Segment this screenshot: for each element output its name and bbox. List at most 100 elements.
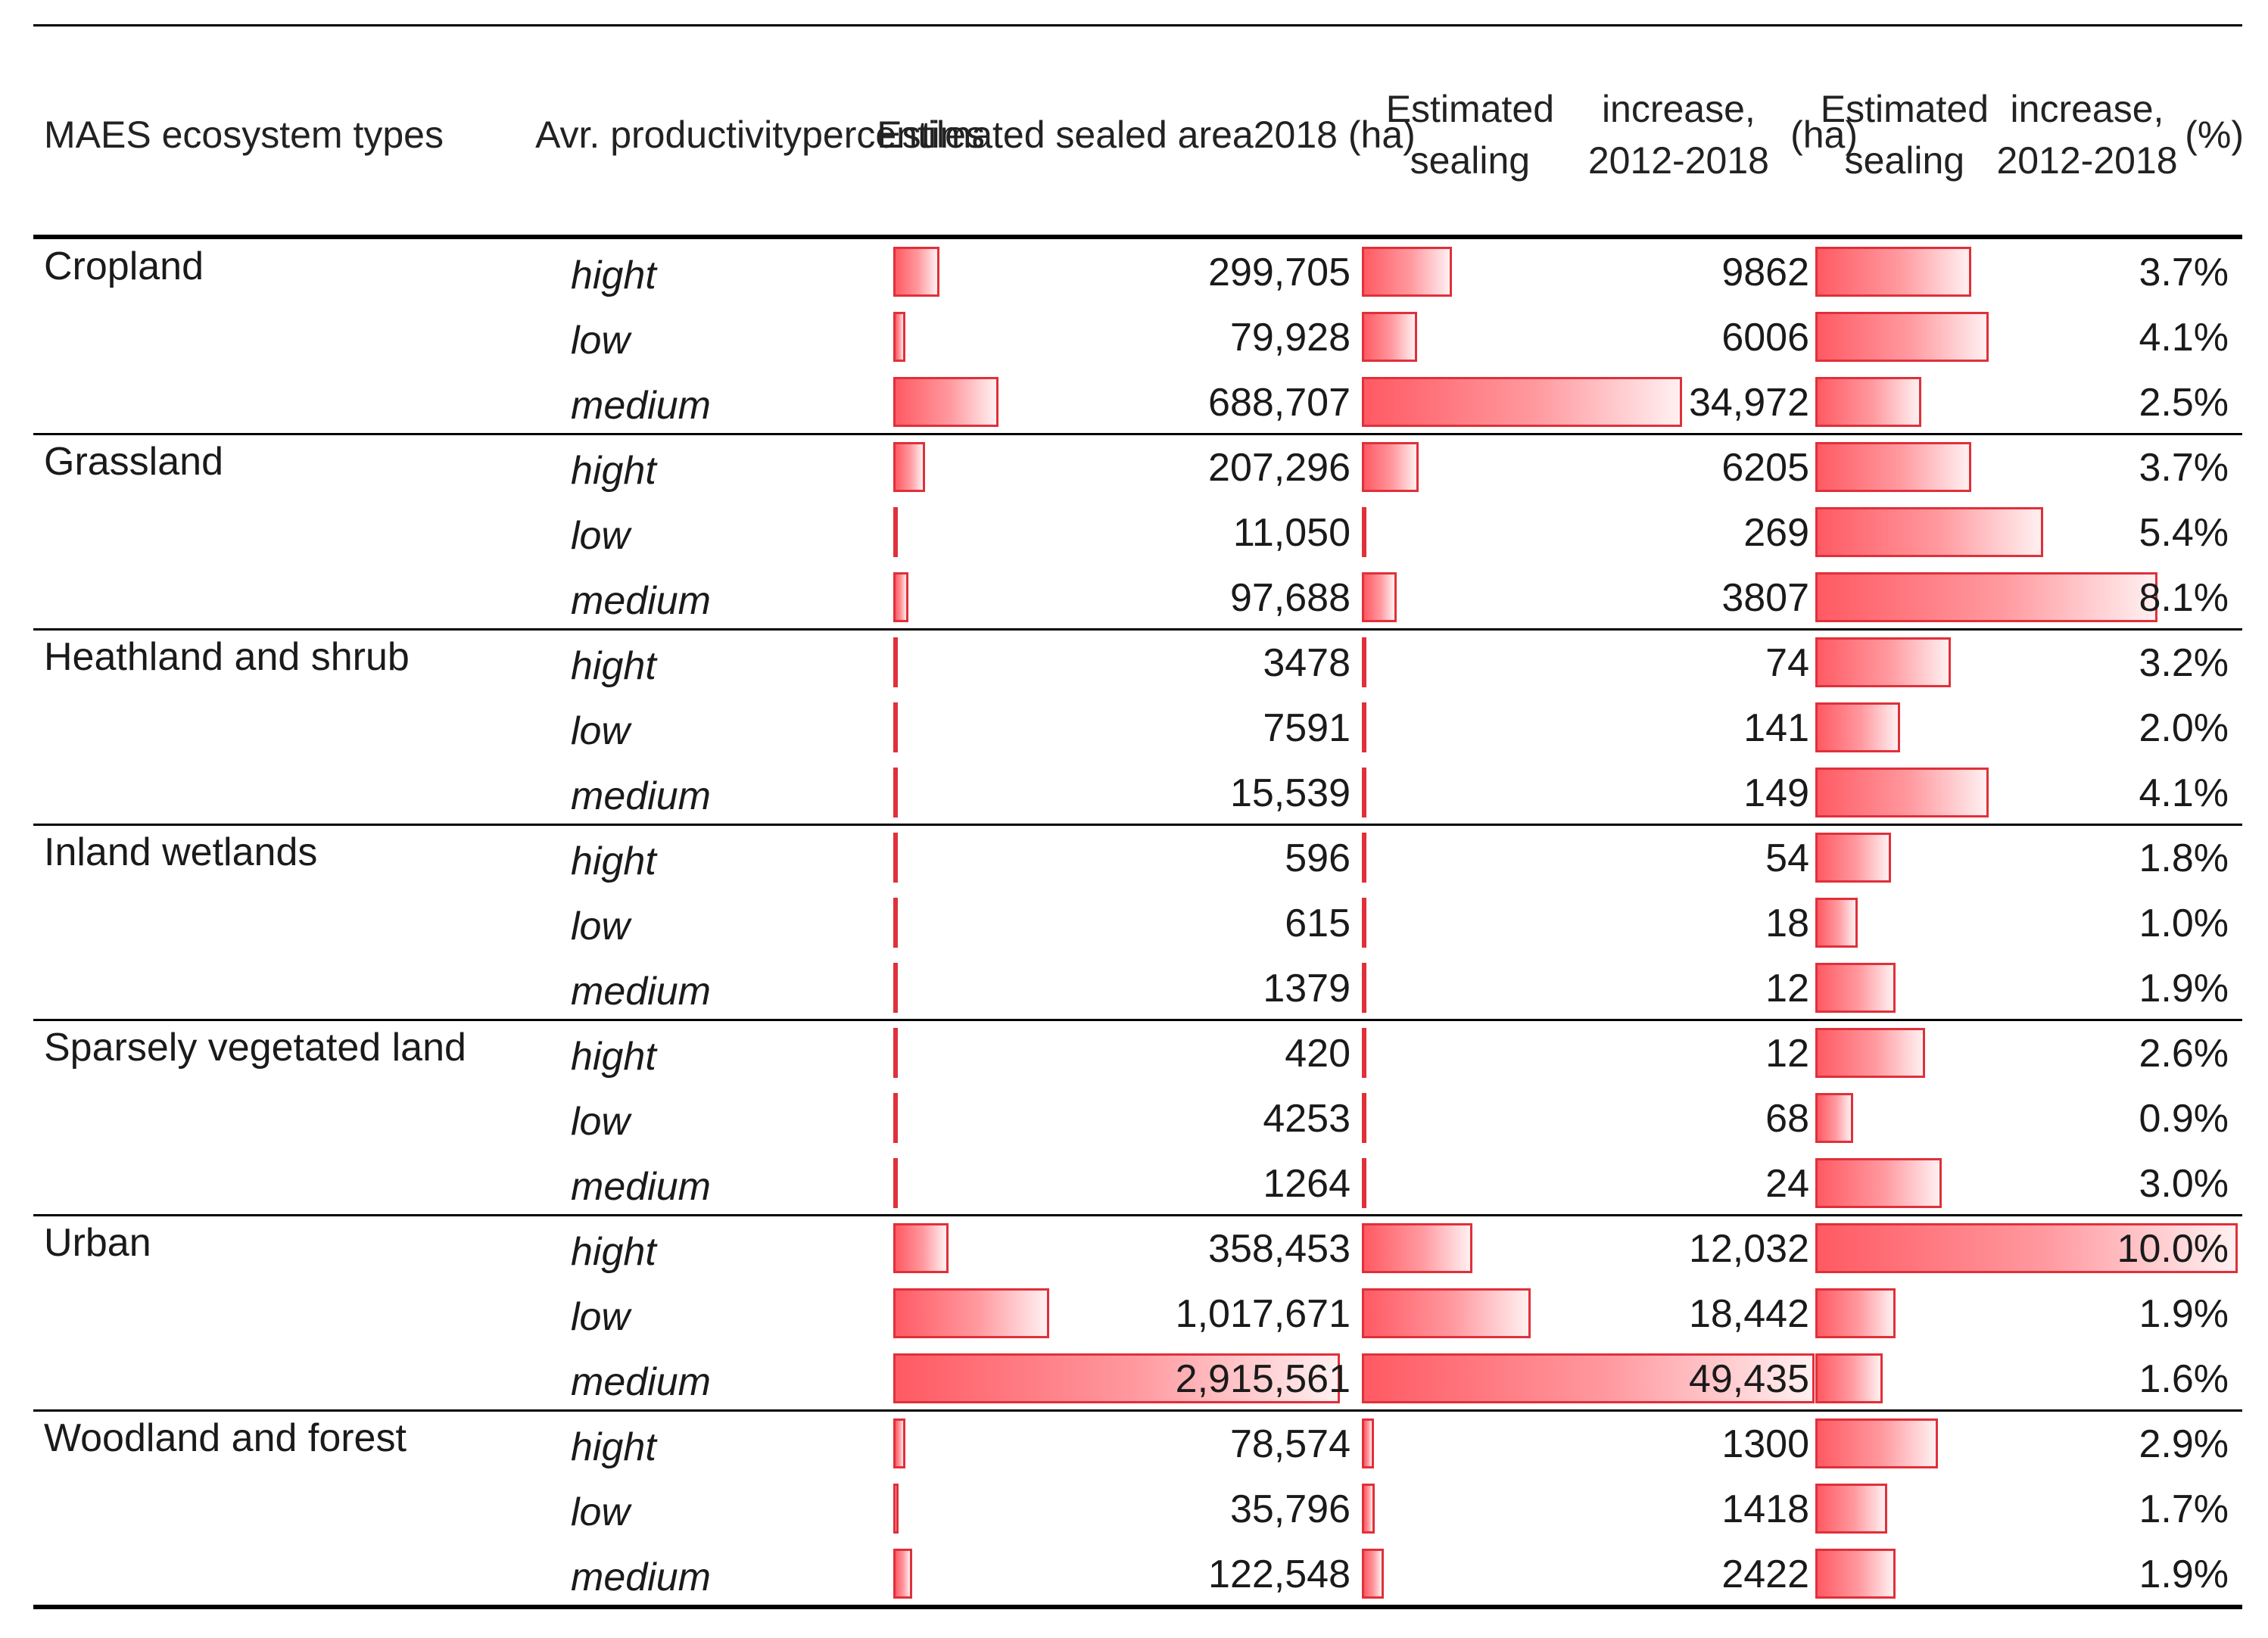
sealing-increase-ha-bar	[1362, 1028, 1366, 1078]
sealing-increase-pct-bar	[1815, 1223, 2238, 1273]
productivity-percentile: low	[571, 1295, 631, 1339]
column-header-2: Avr. productivity percentiles	[518, 29, 1002, 241]
productivity-percentile: medium	[571, 774, 711, 818]
sealing-increase-pct-bar	[1815, 1418, 1938, 1468]
column-header-line: increase, 2012-2018	[1996, 88, 2178, 182]
sealing-increase-pct-bar	[1815, 833, 1892, 883]
sealing-increase-pct-bar	[1815, 247, 1972, 297]
sealed-area-value: 1264	[1263, 1162, 1351, 1206]
group-separator	[33, 433, 2242, 435]
sealed-area-value: 688,707	[1208, 381, 1351, 425]
ecosystem-name: Heathland and shrub	[44, 635, 410, 679]
sealed-area-value: 122,548	[1208, 1552, 1351, 1596]
productivity-percentile: hight	[571, 1035, 656, 1079]
sealing-increase-ha-bar	[1362, 637, 1366, 687]
sealed-area-bar	[893, 637, 898, 687]
group-separator	[33, 1214, 2242, 1216]
sealing-increase-ha-bar	[1362, 1353, 1815, 1403]
sealed-area-value: 7591	[1263, 706, 1351, 750]
sealing-increase-ha-value: 34,972	[1688, 381, 1809, 425]
sealing-increase-pct-value: 1.9%	[2139, 1292, 2229, 1336]
sealed-area-bar	[893, 1418, 905, 1468]
column-header-line: percentiles	[802, 114, 985, 156]
sealing-increase-pct-bar	[1815, 1484, 1887, 1534]
sealing-increase-pct-bar	[1815, 507, 2044, 557]
sealed-area-bar	[893, 312, 906, 362]
ecosystem-name: Inland wetlands	[44, 830, 318, 874]
sealing-increase-ha-bar	[1362, 833, 1366, 883]
sealed-area-value: 420	[1285, 1032, 1351, 1076]
sealing-increase-pct-value: 0.9%	[2139, 1097, 2229, 1141]
ecosystem-name: Cropland	[44, 244, 204, 288]
sealed-area-value: 615	[1285, 902, 1351, 945]
sealed-area-value: 79,928	[1229, 316, 1351, 360]
sealing-increase-pct-value: 2.5%	[2139, 381, 2229, 425]
sealing-increase-ha-value: 141	[1743, 706, 1809, 750]
sealing-increase-ha-bar	[1362, 702, 1366, 752]
sealing-increase-ha-bar	[1362, 507, 1366, 557]
sealing-increase-ha-bar	[1362, 1549, 1385, 1599]
sealing-increase-pct-bar	[1815, 637, 1951, 687]
column-header-4: Estimated sealing increase, 2012-2018 (ha)	[1373, 29, 1858, 241]
sealing-increase-pct-value: 5.4%	[2139, 511, 2229, 555]
top-rule	[33, 24, 2242, 26]
productivity-percentile: low	[571, 1490, 631, 1534]
sealing-increase-pct-bar	[1815, 898, 1858, 948]
sealing-increase-pct-value: 3.7%	[2139, 446, 2229, 490]
sealing-increase-pct-bar	[1815, 1549, 1896, 1599]
sealing-increase-ha-bar	[1362, 898, 1366, 948]
sealed-area-value: 1,017,671	[1175, 1292, 1351, 1336]
ecosystem-name: Urban	[44, 1221, 151, 1265]
sealing-increase-ha-value: 6205	[1721, 446, 1809, 490]
productivity-percentile: low	[571, 319, 631, 363]
sealing-increase-ha-bar	[1362, 1288, 1531, 1338]
sealing-increase-ha-value: 12,032	[1688, 1227, 1809, 1271]
sealing-increase-pct-value: 8.1%	[2139, 576, 2229, 620]
sealing-increase-pct-bar	[1815, 1093, 1854, 1143]
sealed-area-bar	[893, 1223, 949, 1273]
productivity-percentile: hight	[571, 1230, 656, 1274]
sealing-increase-pct-value: 4.1%	[2139, 316, 2229, 360]
sealing-increase-pct-value: 3.0%	[2139, 1162, 2229, 1206]
sealed-area-bar	[893, 377, 999, 427]
sealing-increase-pct-value: 1.8%	[2139, 836, 2229, 880]
sealing-increase-pct-bar	[1815, 1158, 1942, 1208]
productivity-percentile: medium	[571, 1165, 711, 1209]
sealing-increase-pct-value: 2.6%	[2139, 1032, 2229, 1076]
sealed-area-value: 4253	[1263, 1097, 1351, 1141]
sealed-area-bar	[893, 1288, 1049, 1338]
sealed-area-bar	[893, 442, 925, 492]
sealed-area-value: 2,915,561	[1175, 1357, 1351, 1401]
sealed-area-bar	[893, 768, 898, 817]
sealed-area-bar	[893, 1028, 898, 1078]
sealing-increase-ha-value: 1418	[1721, 1487, 1809, 1531]
sealing-increase-ha-value: 6006	[1721, 316, 1809, 360]
group-separator	[33, 1019, 2242, 1021]
column-header-5: Estimated sealing increase, 2012-2018 (%)	[1820, 29, 2244, 241]
sealing-increase-pct-bar	[1815, 377, 1921, 427]
sealed-area-value: 358,453	[1208, 1227, 1351, 1271]
sealed-area-bar	[893, 1093, 898, 1143]
sealing-increase-ha-bar	[1362, 1093, 1366, 1143]
sealed-area-bar	[893, 963, 898, 1013]
column-header-line: MAES ecosystem types	[44, 114, 444, 156]
productivity-percentile: low	[571, 1100, 631, 1144]
productivity-percentile: hight	[571, 644, 656, 688]
sealing-increase-ha-bar	[1362, 377, 1683, 427]
sealing-increase-pct-value: 1.0%	[2139, 902, 2229, 945]
column-header-line: Estimated sealing	[1820, 88, 1989, 182]
sealing-increase-ha-bar	[1362, 247, 1453, 297]
sealed-area-value: 1379	[1263, 967, 1351, 1011]
sealed-area-bar	[893, 898, 898, 948]
column-header-line: Avr. productivity	[535, 114, 802, 156]
sealing-increase-pct-bar	[1815, 1288, 1896, 1338]
ecosystem-name: Sparsely vegetated land	[44, 1026, 466, 1070]
ecosystem-name: Grassland	[44, 440, 223, 484]
productivity-percentile: medium	[571, 970, 711, 1014]
productivity-percentile: low	[571, 905, 631, 948]
column-header-line: Estimated sealing	[1385, 88, 1555, 182]
sealed-area-value: 299,705	[1208, 251, 1351, 294]
sealing-increase-pct-value: 1.9%	[2139, 1552, 2229, 1596]
column-header-line: increase, 2012-2018	[1587, 88, 1769, 182]
sealed-area-value: 207,296	[1208, 446, 1351, 490]
